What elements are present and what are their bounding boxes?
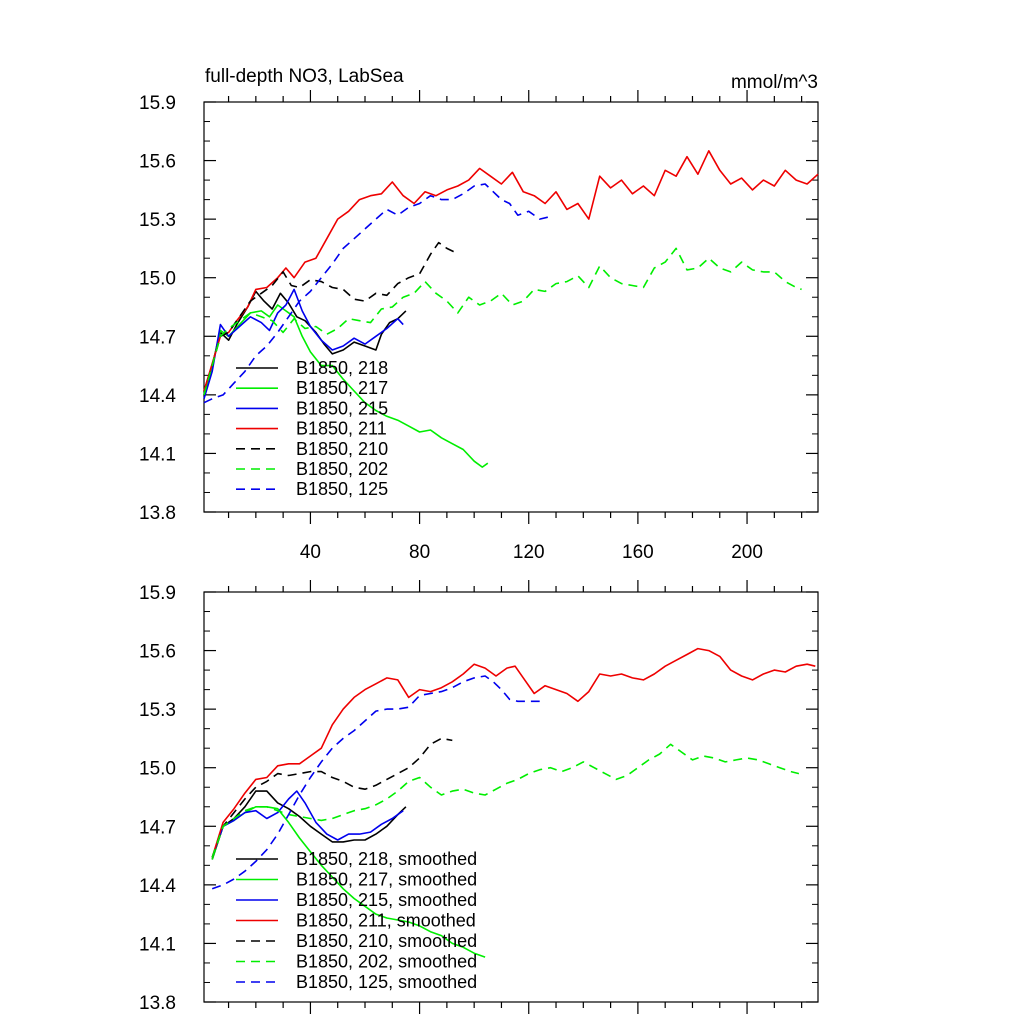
x-tick-label: 40 [300, 542, 321, 563]
x-tick-label: 80 [409, 542, 430, 563]
y-tick-label: 15.6 [139, 152, 176, 173]
legend-label: B1850, 125 [296, 479, 388, 499]
series-line [203, 288, 404, 400]
series-line [211, 790, 407, 860]
y-tick-label: 14.4 [139, 876, 176, 897]
y-tick-label: 13.8 [139, 993, 176, 1014]
x-tick-label: 200 [731, 542, 763, 563]
series-line [211, 806, 486, 958]
x-tick-label: 160 [622, 542, 654, 563]
legend-label: B1850, 218 [296, 358, 388, 378]
legend-label: B1850, 217, smoothed [296, 870, 477, 890]
legend-label: B1850, 125, smoothed [296, 972, 477, 992]
y-tick-label: 15.9 [139, 93, 176, 114]
y-tick-label: 13.8 [139, 503, 176, 524]
series-line [203, 183, 548, 404]
series-line [211, 647, 816, 858]
series-line [203, 150, 819, 392]
y-tick-label: 14.7 [139, 817, 176, 838]
legend-label: B1850, 210 [296, 439, 388, 459]
series-line [203, 290, 407, 392]
legend-label: B1850, 218, smoothed [296, 849, 477, 869]
plot-frame [203, 101, 819, 513]
series-line [203, 247, 802, 396]
chart-title: full-depth NO3, LabSea [205, 66, 404, 87]
y-tick-label: 15.0 [139, 269, 176, 290]
y-tick-label: 15.0 [139, 759, 176, 780]
y-tick-label: 15.3 [139, 210, 176, 231]
legend-label: B1850, 202, smoothed [296, 952, 477, 972]
y-tick-label: 14.1 [139, 934, 176, 955]
y-tick-label: 15.3 [139, 700, 176, 721]
series-line [211, 743, 800, 858]
bottom-panel: 13.8 14.1 14.4 14.7 15.0 15.3 15.6 15.9 B1850, 2… [139, 580, 819, 1014]
top-panel: 13.8 14.1 14.4 14.7 15.0 15.3 15.6 15.9 40 80 120 1… [139, 66, 819, 563]
series-line [211, 790, 404, 858]
y-tick-label: 15.6 [139, 642, 176, 663]
legend-label: B1850, 215, smoothed [296, 890, 477, 910]
legend-label: B1850, 211 [296, 419, 387, 439]
legend-label: B1850, 211, smoothed [296, 911, 476, 931]
y-tick-label: 14.4 [139, 386, 176, 407]
y-tick-label: 15.9 [139, 583, 176, 604]
series-line [203, 241, 456, 396]
legend-label: B1850, 202 [296, 459, 388, 479]
legend-label: B1850, 217 [296, 378, 388, 398]
units-label: mmol/m^3 [731, 72, 818, 93]
series-line [211, 737, 453, 858]
x-tick-label: 120 [513, 542, 545, 563]
plot-frame [203, 591, 819, 1003]
y-tick-label: 14.7 [139, 327, 176, 348]
y-tick-label: 14.1 [139, 444, 176, 465]
legend-label: B1850, 215 [296, 398, 388, 418]
legend-label: B1850, 210, smoothed [296, 931, 477, 951]
